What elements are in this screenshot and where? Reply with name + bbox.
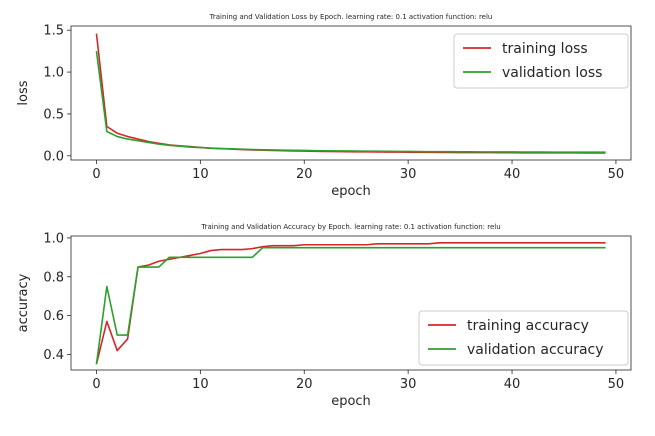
- accuracy-series-line-validation: [95, 246, 606, 365]
- loss-plot-frame: [70, 25, 632, 161]
- accuracy-x-tick-label: 0: [92, 377, 100, 392]
- accuracy-legend-box: [418, 310, 629, 366]
- accuracy-y-tick-label: 0.4: [43, 348, 64, 363]
- accuracy-x-tick-label: 50: [608, 377, 625, 392]
- loss-y-tick-label: 0.0: [43, 149, 64, 164]
- accuracy-x-tick-label: 30: [400, 377, 417, 392]
- accuracy-plot-frame: [70, 235, 632, 371]
- loss-x-tick-label: 20: [296, 167, 313, 182]
- accuracy-x-tick-label: 40: [504, 377, 521, 392]
- loss-y-tick-label: 1.5: [43, 24, 64, 39]
- accuracy-y-tick-label: 0.6: [43, 309, 64, 324]
- loss-chart-title: Training and Validation Loss by Epoch. l…: [209, 13, 493, 21]
- loss-series-line-validation: [95, 51, 606, 154]
- accuracy-chart-title: Training and Validation Accuracy by Epoc…: [200, 223, 500, 231]
- loss-legend-label-validation: validation loss: [502, 65, 602, 81]
- loss-x-axis-label: epoch: [331, 184, 371, 199]
- accuracy-chart: Training and Validation Accuracy by Epoc…: [16, 223, 632, 409]
- accuracy-legend-label-training: training accuracy: [467, 318, 589, 334]
- accuracy-x-tick-label: 10: [192, 377, 209, 392]
- loss-legend: training loss validation loss: [453, 33, 629, 89]
- accuracy-x-axis-label: epoch: [331, 394, 371, 409]
- accuracy-y-tick-label: 1.0: [43, 231, 64, 246]
- loss-x-tick-label: 10: [192, 167, 209, 182]
- accuracy-legend: training accuracy validation accuracy: [418, 310, 629, 366]
- accuracy-y-axis-label: accuracy: [16, 273, 31, 332]
- loss-y-tick-label: 0.5: [43, 107, 64, 122]
- loss-y-tick-label: 1.0: [43, 66, 64, 81]
- loss-x-tick-label: 0: [92, 167, 100, 182]
- loss-x-tick-label: 40: [504, 167, 521, 182]
- accuracy-legend-label-validation: validation accuracy: [467, 342, 604, 358]
- accuracy-y-tick-label: 0.8: [43, 270, 64, 285]
- loss-legend-box: [453, 33, 629, 89]
- loss-y-axis-label: loss: [16, 80, 31, 105]
- loss-x-tick-label: 50: [608, 167, 625, 182]
- loss-x-tick-label: 30: [400, 167, 417, 182]
- loss-chart: Training and Validation Loss by Epoch. l…: [16, 13, 632, 199]
- accuracy-x-tick-label: 20: [296, 377, 313, 392]
- loss-legend-label-training: training loss: [502, 41, 588, 57]
